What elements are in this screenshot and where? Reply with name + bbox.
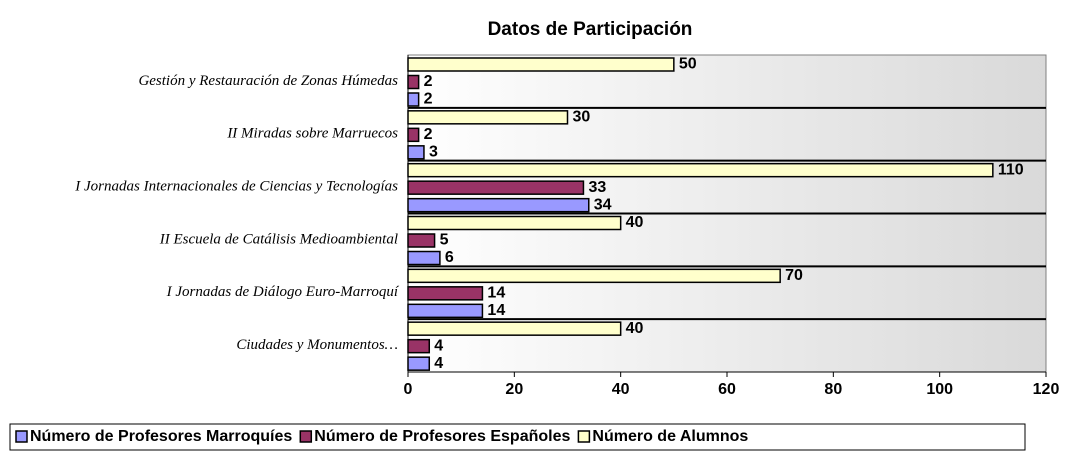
value-label: 50 <box>679 56 697 73</box>
x-tick-label: 0 <box>404 381 413 398</box>
bar <box>407 57 675 72</box>
legend-label: Número de Alumnos <box>592 428 748 445</box>
bar <box>407 180 585 195</box>
legend-swatch <box>577 430 591 443</box>
bar <box>407 321 622 336</box>
value-label: 14 <box>487 302 505 319</box>
bar <box>407 338 431 354</box>
legend-label: Número de Profesores Marroquíes <box>30 428 292 445</box>
bar <box>407 127 420 143</box>
bar <box>407 356 431 371</box>
bar <box>407 268 781 284</box>
y-tick-label: I Jornadas de Diálogo Euro-Marroquí <box>166 284 400 300</box>
legend-label: Número de Profesores Españoles <box>314 428 570 445</box>
value-label: 30 <box>573 109 591 126</box>
x-tick-label: 60 <box>718 381 736 398</box>
x-tick-label: 120 <box>1033 381 1060 398</box>
bar <box>407 303 484 319</box>
value-label: 3 <box>429 144 438 161</box>
bar <box>407 250 441 266</box>
bar <box>407 162 994 178</box>
value-label: 4 <box>434 337 443 354</box>
value-label: 4 <box>434 355 443 372</box>
y-tick-label: II Escuela de Catálisis Medioambiental <box>159 231 398 247</box>
y-tick-label: II Miradas sobre Marruecos <box>226 126 398 142</box>
x-tick-label: 80 <box>824 381 842 398</box>
value-label: 70 <box>785 267 803 284</box>
x-tick-label: 20 <box>505 381 523 398</box>
legend-swatch <box>15 430 28 443</box>
chart-title: Datos de Participación <box>488 19 693 40</box>
bar <box>407 215 622 231</box>
x-tick-label: 100 <box>926 381 953 398</box>
y-tick-label: Ciudades y Monumentos… <box>236 337 398 353</box>
value-label: 40 <box>626 320 644 337</box>
value-label: 33 <box>588 179 606 196</box>
y-tick-label: Gestión y Restauración de Zonas Húmedas <box>138 73 398 89</box>
value-label: 110 <box>998 161 1024 178</box>
legend-swatch <box>299 430 313 443</box>
value-label: 5 <box>440 232 449 249</box>
bar <box>407 286 484 301</box>
x-tick-label: 40 <box>612 381 630 398</box>
value-label: 6 <box>445 249 454 266</box>
value-label: 34 <box>594 196 612 213</box>
bar <box>407 233 436 248</box>
bar <box>407 197 590 213</box>
y-tick-label: I Jornadas Internacionales de Ciencias y… <box>74 179 398 195</box>
legend <box>9 423 1026 451</box>
value-label: 2 <box>424 73 433 90</box>
bar <box>407 74 420 90</box>
value-label: 40 <box>626 214 644 231</box>
bar <box>407 92 420 107</box>
bar <box>407 110 569 125</box>
value-label: 14 <box>487 285 505 302</box>
value-label: 2 <box>424 91 433 108</box>
bar <box>407 145 425 160</box>
value-label: 2 <box>424 126 433 143</box>
